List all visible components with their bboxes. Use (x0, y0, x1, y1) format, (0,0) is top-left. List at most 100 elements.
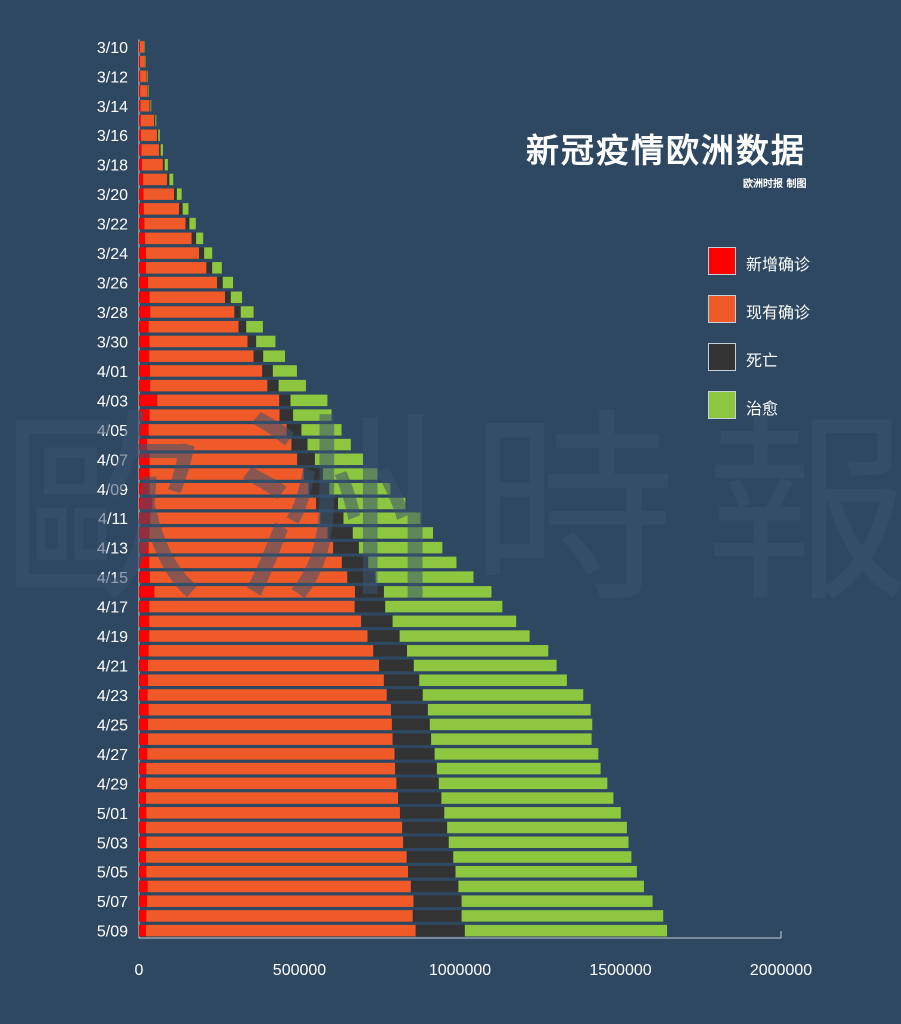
bar-3-17-s3 (160, 144, 163, 156)
bar-4-01-s0 (139, 365, 150, 377)
bar-5-07-s3 (461, 895, 653, 907)
bar-4-05-s1 (148, 424, 287, 436)
legend-swatch (708, 391, 736, 419)
bar-3-21-s0 (139, 203, 144, 215)
bar-3-23-s1 (145, 232, 192, 245)
bar-4-08-s0 (139, 468, 150, 480)
bar-3-25-s1 (146, 262, 207, 274)
bar-4-23-s1 (147, 689, 387, 701)
bar-4-02-s1 (150, 379, 268, 392)
bar-3-27-s2 (225, 291, 231, 304)
bar-4-27-s0 (139, 748, 148, 760)
bar-5-02-s2 (402, 821, 448, 834)
bar-3-24-s3 (204, 247, 213, 259)
bar-4-27-s2 (394, 748, 435, 760)
bar-4-25-s2 (391, 718, 430, 731)
bar-4-19-s0 (139, 630, 150, 642)
bar-4-20-s3 (407, 645, 549, 657)
bar-3-16-s3 (158, 129, 160, 141)
bar-5-03-s3 (448, 836, 629, 849)
y-tick-label: 5/09 (97, 924, 128, 941)
bar-4-10-s2 (316, 497, 339, 510)
bar-5-01-s0 (139, 807, 147, 819)
bar-4-02-s0 (139, 379, 151, 392)
y-tick-label: 5/05 (97, 865, 128, 882)
bar-4-24-s1 (148, 703, 391, 716)
bar-3-23-s2 (191, 232, 197, 245)
bar-4-03-s0 (139, 394, 158, 407)
y-tick-label: 3/10 (97, 40, 128, 57)
bar-3-22-s0 (139, 217, 145, 230)
bar-3-24-s0 (139, 247, 147, 259)
bar-4-13-s0 (139, 541, 149, 554)
bar-4-30-s1 (146, 792, 399, 804)
bar-4-13-s2 (333, 541, 359, 554)
bar-5-03-s2 (403, 836, 449, 849)
chart-title: 新冠疫情欧洲数据 (526, 131, 806, 170)
bar-3-12-s2 (146, 70, 148, 83)
bar-4-17-s3 (385, 600, 503, 613)
bar-3-14-s1 (140, 100, 150, 112)
bar-3-18-s3 (164, 158, 168, 171)
legend-swatch (708, 295, 736, 323)
bar-4-27-s3 (434, 748, 599, 760)
bar-5-05-s0 (139, 865, 147, 878)
bar-3-13-s0 (139, 85, 141, 97)
bar-5-04-s3 (453, 851, 632, 863)
x-tick-label: 0 (135, 962, 144, 979)
y-tick-label: 3/26 (97, 276, 128, 293)
bar-4-14-s3 (368, 556, 457, 569)
bar-4-15-s1 (149, 571, 348, 583)
bar-4-08-s2 (303, 468, 323, 480)
bar-4-14-s1 (149, 556, 342, 569)
bar-3-21-s3 (182, 203, 189, 215)
bar-3-20-s0 (139, 188, 144, 200)
bar-3-15-s3 (155, 114, 157, 127)
bar-4-28-s3 (436, 762, 601, 775)
bar-4-08-s3 (322, 468, 378, 480)
bar-5-09-s1 (146, 924, 416, 937)
bar-3-16-s2 (156, 129, 159, 141)
bar-4-16-s2 (355, 586, 384, 598)
bar-4-23-s3 (422, 689, 584, 701)
bar-4-29-s2 (396, 777, 439, 790)
bar-4-28-s1 (146, 762, 396, 775)
bar-4-19-s2 (367, 630, 400, 642)
legend-item: 现有确诊 (708, 295, 878, 327)
x-tick-label: 2000000 (750, 962, 812, 979)
bar-4-06-s1 (147, 438, 292, 451)
bar-3-19-s2 (167, 173, 170, 186)
bar-3-13-s1 (140, 85, 148, 97)
bar-4-13-s1 (148, 541, 334, 554)
bar-3-24-s1 (146, 247, 200, 259)
y-tick-label: 4/27 (97, 747, 128, 764)
bar-3-15-s0 (139, 114, 141, 127)
y-tick-label: 4/17 (97, 600, 128, 617)
bar-3-10-s1 (139, 41, 145, 53)
bar-4-26-s2 (392, 733, 432, 745)
bar-3-27-s3 (230, 291, 243, 304)
bar-5-02-s1 (146, 821, 403, 834)
bar-5-08-s1 (146, 910, 413, 922)
bar-3-29-s2 (238, 320, 247, 333)
bar-3-15-s1 (140, 114, 155, 127)
bar-4-07-s2 (297, 453, 315, 466)
bar-5-01-s1 (146, 807, 400, 819)
bar-3-22-s1 (144, 217, 186, 230)
bar-4-03-s3 (290, 394, 328, 407)
bar-4-07-s3 (314, 453, 364, 466)
bar-3-28-s2 (234, 306, 241, 318)
bar-4-12-s1 (149, 527, 328, 539)
legend-item: 新增确诊 (708, 247, 878, 279)
bar-4-21-s3 (413, 659, 557, 672)
bar-4-18-s3 (392, 615, 517, 628)
bar-3-18-s2 (162, 158, 165, 171)
bar-5-05-s2 (407, 865, 456, 878)
bar-5-07-s0 (139, 895, 148, 907)
bar-5-03-s1 (146, 836, 404, 849)
bar-3-11-s2 (144, 55, 146, 68)
bar-3-28-s3 (240, 306, 254, 318)
legend-swatch (708, 343, 736, 371)
y-tick-label: 4/19 (97, 629, 128, 646)
bar-3-21-s1 (143, 203, 180, 215)
